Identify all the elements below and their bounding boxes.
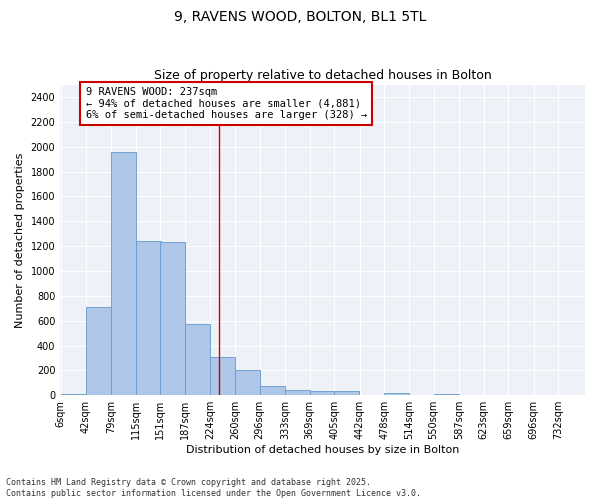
Bar [434, 394, 458, 395]
Bar [210, 358, 235, 395]
Text: Contains HM Land Registry data © Crown copyright and database right 2025.
Contai: Contains HM Land Registry data © Crown c… [6, 478, 421, 498]
Title: Size of property relative to detached houses in Bolton: Size of property relative to detached ho… [154, 69, 491, 82]
Bar [86, 307, 110, 395]
Bar [160, 242, 185, 395]
Bar [260, 386, 284, 395]
Bar [310, 392, 335, 395]
Bar [359, 394, 385, 395]
Text: 9, RAVENS WOOD, BOLTON, BL1 5TL: 9, RAVENS WOOD, BOLTON, BL1 5TL [174, 10, 426, 24]
Bar [235, 370, 260, 395]
Text: 9 RAVENS WOOD: 237sqm
← 94% of detached houses are smaller (4,881)
6% of semi-de: 9 RAVENS WOOD: 237sqm ← 94% of detached … [86, 87, 367, 120]
Y-axis label: Number of detached properties: Number of detached properties [15, 152, 25, 328]
Bar [111, 152, 136, 395]
Bar [285, 390, 310, 395]
Bar [384, 394, 409, 395]
Bar [185, 324, 210, 395]
Bar [334, 392, 359, 395]
Bar [136, 241, 161, 395]
X-axis label: Distribution of detached houses by size in Bolton: Distribution of detached houses by size … [186, 445, 459, 455]
Bar [61, 394, 86, 395]
